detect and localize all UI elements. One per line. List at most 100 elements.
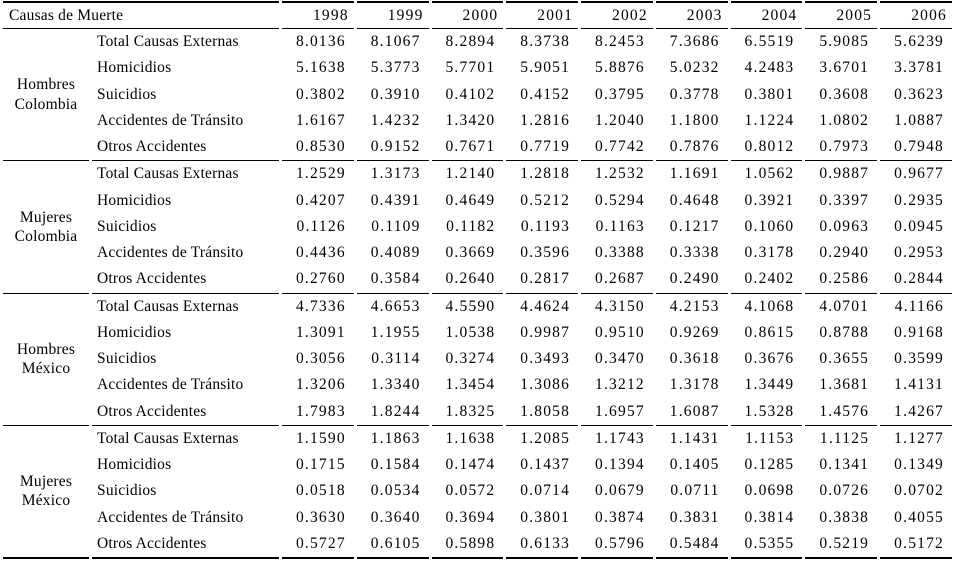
value-cell: 0.0679: [595, 482, 645, 500]
value-cell: 1.1691: [669, 165, 720, 183]
table-row: Accidentes de Tránsito 0.4436 0.4089 0.3669…: [3, 240, 952, 266]
value-cell: 0.9677: [894, 165, 944, 183]
value-cell: 0.2586: [805, 266, 878, 294]
value-cell: 0.1349: [894, 456, 944, 474]
value-cell: 1.0802: [819, 111, 870, 129]
value-cell: 1.1638: [445, 429, 496, 447]
value-cell: 0.1109: [371, 217, 421, 235]
value-cell: 0.3640: [370, 508, 421, 526]
value-cell: 0.3274: [445, 350, 496, 368]
value-cell: 0.2940: [819, 244, 870, 262]
table-row: Accidentes de Tránsito 1.6167 1.4232 1.3420…: [3, 108, 952, 134]
value-cell: 0.3608: [819, 85, 870, 103]
value-cell: 0.9152: [356, 134, 429, 162]
year-header-2006: 2006: [880, 1, 952, 29]
value-cell: 1.2529: [295, 165, 346, 183]
value-cell: 5.9085: [819, 33, 870, 51]
value-cell: 1.1224: [744, 111, 795, 129]
value-cell: 1.1800: [669, 111, 720, 129]
cause-label: Total Causas Externas: [97, 429, 239, 447]
table-row: Homicidios 0.1715 0.1584 0.1474 0.1437 0.1394…: [3, 452, 952, 478]
table-title: Causas de Muerte: [3, 1, 280, 29]
table-row: Homicidios 1.3091 1.1955 1.0538 0.9987 0.9510…: [3, 320, 952, 346]
value-cell: 0.3618: [669, 350, 720, 368]
table-row: Accidentes de Tránsito 1.3206 1.3340 1.3454…: [3, 372, 952, 398]
value-cell: 1.4131: [894, 376, 944, 394]
value-cell: 5.7701: [445, 59, 496, 77]
value-cell: 0.1060: [744, 217, 795, 235]
value-cell: 0.3676: [744, 350, 795, 368]
value-cell: 1.3454: [445, 376, 496, 394]
group-label: Mujeres Colombia: [3, 161, 89, 294]
table-row: Mujeres México Total Causas Externas 1.159…: [3, 426, 952, 559]
value-cell: 1.1743: [595, 429, 645, 447]
table-row: Suicidios 0.1126 0.1109 0.1182 0.1193 0.1163 0…: [3, 214, 952, 240]
cause-label: Suicidios: [97, 350, 157, 368]
cause-label: Otros Accidentes: [92, 399, 280, 426]
value-cell: 0.3655: [819, 350, 870, 368]
cause-label: Suicidios: [97, 482, 157, 500]
value-cell: 0.1341: [819, 456, 870, 474]
cause-label: Homicidios: [97, 456, 172, 474]
group-label: Hombres México: [3, 294, 89, 426]
value-cell: 0.3599: [894, 350, 944, 368]
value-cell: 1.0887: [894, 111, 944, 129]
value-cell: 0.4649: [445, 191, 496, 209]
year-header-2004: 2004: [730, 1, 803, 29]
value-cell: 0.6105: [356, 531, 429, 559]
value-cell: 4.3150: [595, 297, 645, 315]
value-cell: 0.3388: [595, 244, 645, 262]
table-row: Suicidios 0.3802 0.3910 0.4102 0.4152 0.3795 0…: [3, 82, 952, 108]
year-header-2005: 2005: [805, 1, 878, 29]
cause-label: Accidentes de Tránsito: [97, 111, 244, 129]
year-header-2002: 2002: [581, 1, 653, 29]
value-cell: 8.2453: [595, 33, 645, 51]
value-cell: 0.8788: [819, 323, 870, 341]
table-row: Suicidios 0.0518 0.0534 0.0572 0.0714 0.0679 0…: [3, 478, 952, 504]
value-cell: 1.8325: [431, 399, 504, 426]
table-row: Otros Accidentes 0.8530 0.9152 0.7671 0.7719…: [3, 134, 952, 162]
value-cell: 0.1584: [370, 456, 421, 474]
value-cell: 0.0945: [894, 217, 944, 235]
cause-label: Otros Accidentes: [92, 531, 280, 559]
table-row: Homicidios 0.4207 0.4391 0.4649 0.5212 0.5294…: [3, 188, 952, 214]
cause-label: Total Causas Externas: [97, 33, 239, 51]
value-cell: 0.1437: [520, 456, 571, 474]
value-cell: 0.3801: [744, 85, 795, 103]
value-cell: 0.0572: [445, 482, 496, 500]
value-cell: 0.2490: [655, 266, 728, 294]
cause-label: Accidentes de Tránsito: [97, 376, 244, 394]
value-cell: 1.3212: [595, 376, 645, 394]
value-cell: 5.9051: [520, 59, 571, 77]
value-cell: 1.6167: [295, 111, 346, 129]
value-cell: 0.3623: [894, 85, 944, 103]
value-cell: 8.3738: [520, 33, 571, 51]
value-cell: 1.3681: [819, 376, 870, 394]
value-cell: 0.3596: [520, 244, 571, 262]
value-cell: 1.1955: [370, 323, 421, 341]
value-cell: 0.5355: [730, 531, 803, 559]
value-cell: 0.3397: [819, 191, 870, 209]
value-cell: 4.0701: [819, 297, 870, 315]
value-cell: 0.2953: [894, 244, 944, 262]
value-cell: 0.1163: [595, 217, 645, 235]
value-cell: 0.4648: [669, 191, 720, 209]
value-cell: 4.1166: [894, 297, 944, 315]
value-cell: 0.0534: [370, 482, 421, 500]
value-cell: 4.2153: [669, 297, 720, 315]
cause-label: Accidentes de Tránsito: [97, 244, 244, 262]
value-cell: 0.3178: [744, 244, 795, 262]
value-cell: 0.0698: [744, 482, 795, 500]
table-row: Otros Accidentes 0.5727 0.6105 0.5898 0.6133…: [3, 531, 952, 559]
value-cell: 1.3340: [370, 376, 421, 394]
value-cell: 0.8530: [282, 134, 354, 162]
value-cell: 0.2760: [282, 266, 354, 294]
value-cell: 0.1405: [669, 456, 720, 474]
value-cell: 1.1863: [370, 429, 421, 447]
value-cell: 0.8615: [744, 323, 795, 341]
value-cell: 0.4089: [370, 244, 421, 262]
value-cell: 4.7336: [295, 297, 346, 315]
value-cell: 0.5219: [805, 531, 878, 559]
group-label: Mujeres México: [3, 426, 89, 559]
